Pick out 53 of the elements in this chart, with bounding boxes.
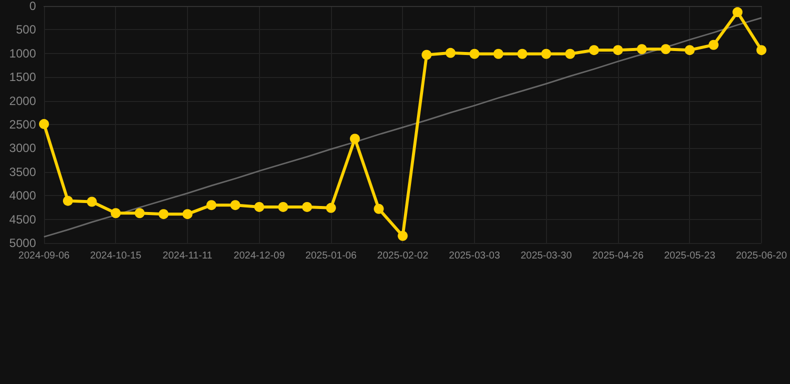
point <box>589 45 600 56</box>
point <box>732 7 743 18</box>
point <box>469 48 480 59</box>
point <box>612 45 623 56</box>
y-tick-label: 2000 <box>9 94 36 108</box>
point <box>541 48 552 59</box>
x-tick-label: 2025-05-23 <box>664 250 716 262</box>
point <box>708 40 719 50</box>
point <box>230 200 240 210</box>
point <box>278 202 288 212</box>
x-tick-label: 2024-09-06 <box>18 250 70 262</box>
y-tick-label: 1000 <box>9 46 36 60</box>
point <box>636 44 647 54</box>
point <box>134 208 145 218</box>
point <box>206 200 216 210</box>
y-tick-label: 3000 <box>9 141 36 156</box>
point <box>182 209 192 220</box>
point <box>254 202 264 212</box>
point <box>660 44 671 54</box>
x-tick-label: 2025-03-03 <box>448 250 500 262</box>
x-tick-label: 2025-02-02 <box>377 250 429 262</box>
point <box>398 230 408 241</box>
point <box>326 202 336 213</box>
point <box>110 208 121 218</box>
point <box>39 119 49 130</box>
point <box>446 48 456 58</box>
y-tick-label: 4500 <box>9 212 36 226</box>
point <box>517 48 528 59</box>
x-tick-label: 2024-12-09 <box>234 250 286 262</box>
y-tick-label: 1500 <box>9 70 36 84</box>
y-tick-label: 4000 <box>9 188 36 203</box>
point <box>62 196 73 206</box>
x-tick-label: 2025-01-06 <box>305 250 357 262</box>
point <box>302 202 312 212</box>
y-tick-label: 2500 <box>9 118 36 132</box>
point <box>684 45 695 56</box>
point <box>158 209 169 220</box>
point <box>756 45 766 56</box>
point <box>374 204 384 214</box>
x-tick-label: 2024-11-11 <box>162 250 213 262</box>
y-tick-label: 500 <box>16 22 36 37</box>
point <box>422 50 432 60</box>
x-tick-label: 2025-03-30 <box>520 250 572 262</box>
point <box>86 196 97 207</box>
x-tick-label: 2025-06-20 <box>736 250 788 262</box>
y-tick-label: 5000 <box>9 236 36 250</box>
x-tick-label: 2024-10-15 <box>90 250 142 262</box>
point <box>565 48 576 59</box>
x-tick-label: 2025-04-26 <box>592 250 644 262</box>
point <box>350 134 360 144</box>
y-tick-label: 3500 <box>9 164 36 179</box>
y-tick-label: 0 <box>29 0 36 13</box>
point <box>493 48 504 59</box>
